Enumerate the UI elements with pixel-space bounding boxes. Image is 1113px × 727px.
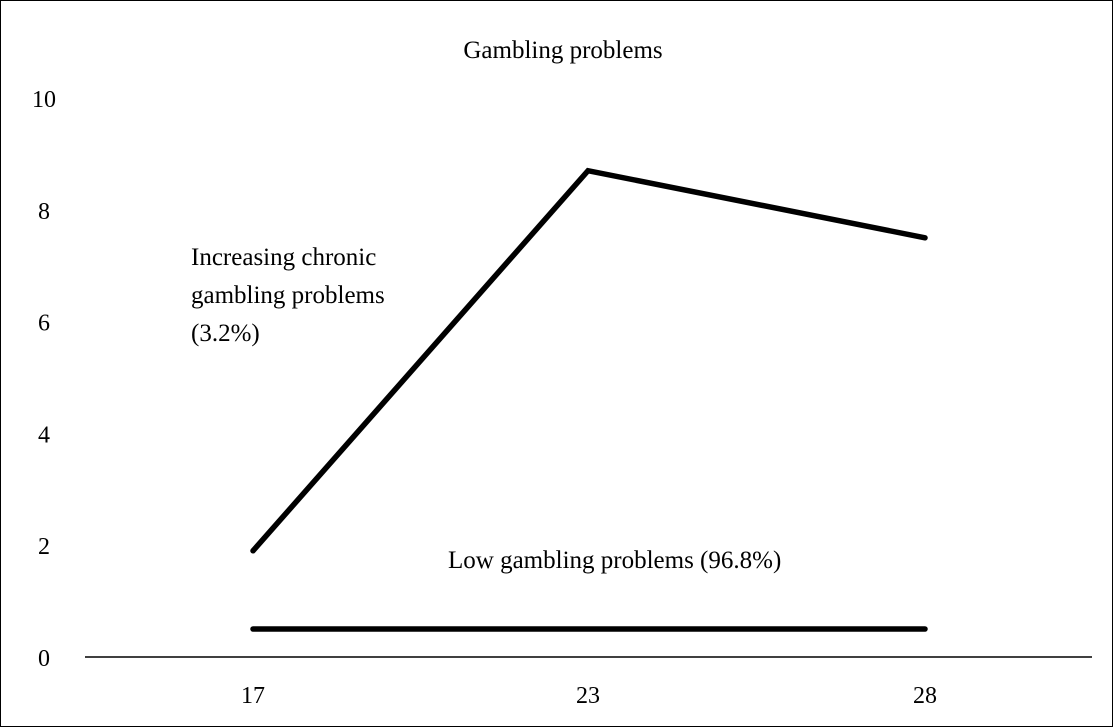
y-tick-label: 10 bbox=[32, 87, 56, 113]
series-label-line-3: (3.2%) bbox=[191, 320, 260, 347]
series-lines bbox=[250, 167, 928, 632]
y-tick-labels: 0 2 4 6 8 10 bbox=[32, 87, 56, 672]
series-label-line-1: Increasing chronic bbox=[191, 244, 376, 271]
y-tick-label: 8 bbox=[38, 199, 50, 225]
y-tick-label: 0 bbox=[38, 646, 50, 672]
series-label-line-2: gambling problems bbox=[191, 282, 385, 309]
series-line-increasing bbox=[250, 167, 928, 554]
chart-title: Gambling problems bbox=[463, 37, 662, 64]
y-tick-label: 6 bbox=[38, 311, 50, 337]
y-tick-label: 2 bbox=[38, 534, 50, 560]
x-tick-label: 17 bbox=[241, 683, 265, 709]
y-tick-label: 4 bbox=[38, 422, 50, 448]
series-label-increasing: Increasing chronic gambling problems (3.… bbox=[191, 244, 391, 347]
x-tick-label: 23 bbox=[576, 683, 600, 709]
x-tick-labels: 17 23 28 bbox=[241, 683, 937, 709]
x-tick-label: 28 bbox=[913, 683, 937, 709]
series-label-low: Low gambling problems (96.8%) bbox=[448, 547, 781, 574]
